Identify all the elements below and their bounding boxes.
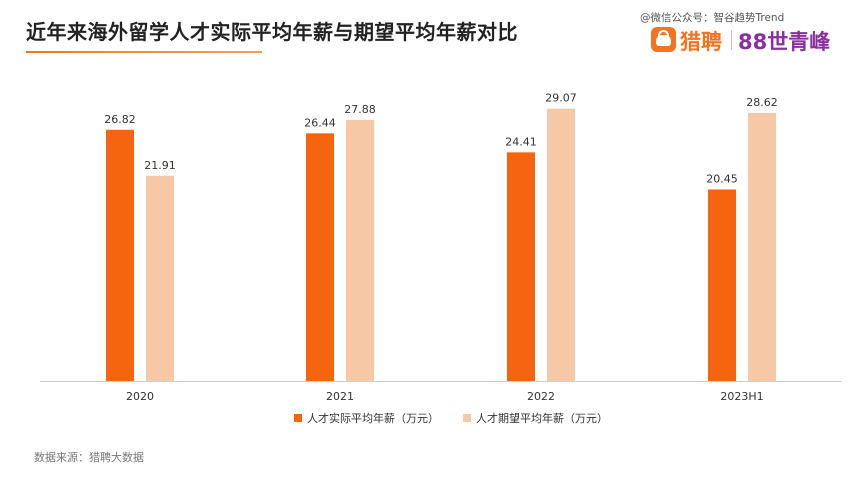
data-label-expected-2022: 29.07: [545, 92, 577, 105]
x-tick-label-2022: 2022: [527, 390, 555, 403]
bar-expected-2020: [146, 175, 174, 381]
logo-secondary: 88世青峰: [738, 30, 831, 54]
legend-label-expected: 人才期望平均年薪（万元）: [476, 412, 608, 425]
legend: 人才实际平均年薪（万元） 人才期望平均年薪（万元）: [294, 410, 632, 426]
legend-swatch-actual: [294, 414, 302, 422]
data-source: 数据来源：猎聘大数据: [34, 451, 144, 464]
x-tick-label-2020: 2020: [126, 390, 154, 403]
legend-swatch-expected: [463, 414, 471, 422]
data-label-actual-2023H1: 20.45: [706, 172, 738, 185]
data-label-expected-2020: 21.91: [144, 159, 176, 172]
bar-actual-2021: [306, 133, 334, 381]
liepin-logo-icon: [651, 27, 676, 52]
data-label-actual-2020: 26.82: [104, 113, 136, 126]
bar-expected-2021: [346, 119, 374, 381]
bar-expected-2023H1: [748, 112, 776, 382]
title-underline: [26, 51, 262, 53]
data-label-actual-2022: 24.41: [505, 135, 537, 148]
bar-actual-2020: [106, 129, 134, 381]
watermark: @微信公众号：智谷趋势Trend: [640, 12, 785, 24]
data-label-expected-2023H1: 28.62: [746, 96, 778, 109]
bar-actual-2023H1: [708, 189, 736, 381]
legend-item-actual: 人才实际平均年薪（万元）: [294, 410, 439, 426]
logo-primary: 猎聘: [680, 30, 722, 54]
page-title: 近年来海外留学人才实际平均年薪与期望平均年薪对比: [26, 20, 518, 44]
data-label-expected-2021: 27.88: [344, 103, 376, 116]
x-tick-label-2023H1: 2023H1: [720, 390, 763, 403]
data-label-actual-2021: 26.44: [304, 116, 336, 129]
bar-actual-2022: [507, 152, 535, 381]
legend-item-expected: 人才期望平均年薪（万元）: [463, 410, 608, 426]
bar-expected-2022: [547, 108, 575, 381]
legend-label-actual: 人才实际平均年薪（万元）: [307, 412, 439, 425]
x-tick-label-2021: 2021: [326, 390, 354, 403]
logo-divider: [731, 30, 732, 50]
